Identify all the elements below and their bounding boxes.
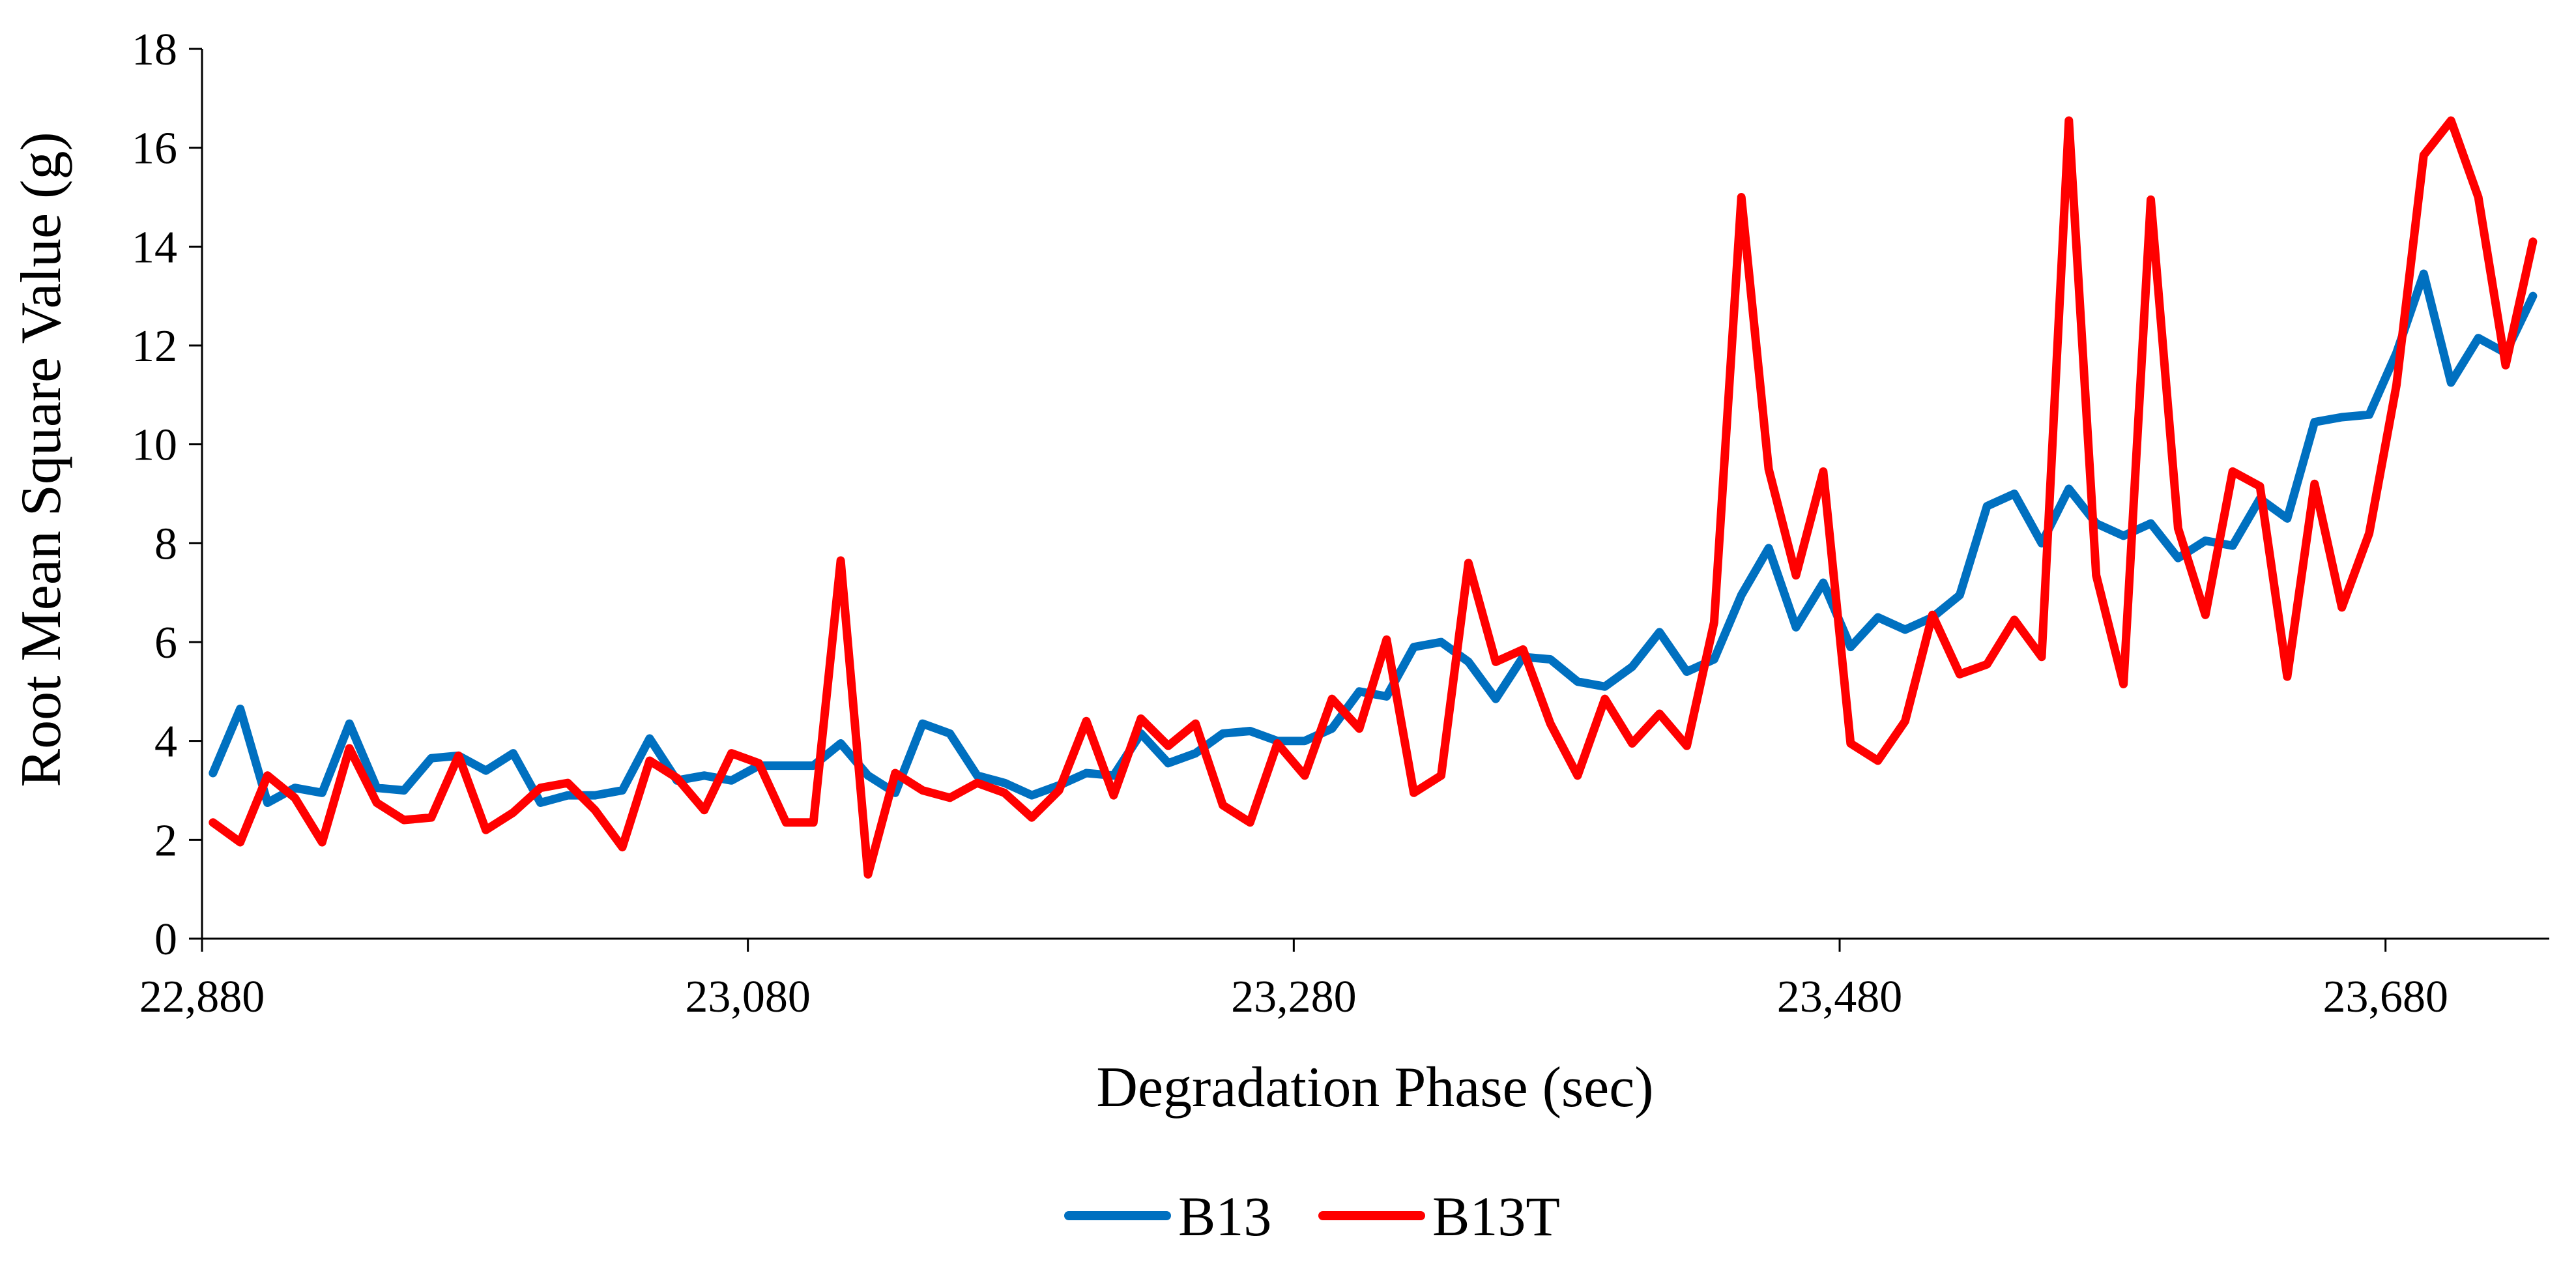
y-axis-ticks: 0 2 4 6 8 10 12 14 16 18 bbox=[132, 25, 202, 965]
y-tick-label: 6 bbox=[154, 618, 177, 668]
x-axis-ticks: 22,880 23,080 23,280 23,480 23,680 bbox=[139, 939, 2448, 1022]
x-tick-label: 22,880 bbox=[139, 972, 265, 1022]
y-tick-label: 16 bbox=[132, 124, 177, 174]
y-tick-label: 12 bbox=[132, 321, 177, 372]
y-tick-label: 4 bbox=[154, 717, 177, 767]
x-axis-title: Degradation Phase (sec) bbox=[1096, 1056, 1653, 1119]
x-tick-label: 23,480 bbox=[1777, 972, 1903, 1022]
legend: B13 B13T bbox=[1064, 1185, 1560, 1248]
y-tick-label: 10 bbox=[132, 420, 177, 471]
y-tick-label: 2 bbox=[154, 815, 177, 866]
y-tick-label: 18 bbox=[132, 25, 177, 75]
series-lines bbox=[209, 116, 2538, 879]
x-tick-label: 23,280 bbox=[1231, 972, 1357, 1022]
x-tick-label: 23,080 bbox=[685, 972, 811, 1022]
y-tick-label: 0 bbox=[154, 915, 177, 965]
series-line-b13t bbox=[209, 116, 2538, 879]
x-tick-label: 23,680 bbox=[2323, 972, 2448, 1022]
y-tick-label: 14 bbox=[132, 222, 177, 272]
legend-label-b13t: B13T bbox=[1432, 1185, 1560, 1248]
plot-area: 0 2 4 6 8 10 12 14 16 18 22,880 23,080 23,280 23,480… bbox=[132, 25, 2549, 1022]
legend-label-b13: B13 bbox=[1178, 1185, 1271, 1248]
y-axis-title: Root Mean Square Value (g) bbox=[10, 132, 73, 787]
y-tick-label: 8 bbox=[154, 519, 177, 569]
